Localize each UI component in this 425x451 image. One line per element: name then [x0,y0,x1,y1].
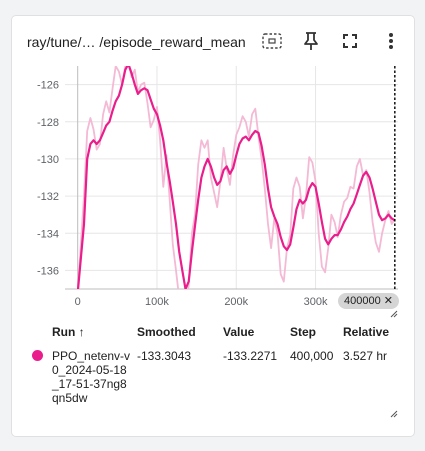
row-step: 400,000 [290,349,334,363]
dashed-select-icon [262,33,282,49]
x-tick-label: 100k [145,296,169,308]
run-color-dot [32,350,43,361]
header-smoothed: Smoothed [137,325,196,339]
step-cursor-label: 400000 [344,295,381,307]
x-tick-label: 300k [304,296,328,308]
y-tick-label: -128 [37,117,59,129]
run-name: PPO_netenv-v0_2024-05-18_17-51-37ng8qn5d… [52,349,131,405]
line-chart[interactable]: -126 -128 -130 -132 -134 -136 0 100k 200k 300k [12,16,414,316]
x-tick-label: 0 [75,296,81,308]
chart-resize-handle[interactable] [390,310,398,318]
fullscreen-button[interactable] [337,28,363,54]
step-cursor-chip: 400000 ✕ [338,293,399,309]
close-icon[interactable]: ✕ [383,295,393,307]
row-smoothed: -133.3043 [137,349,192,363]
x-tick-label: 200k [224,296,248,308]
fullscreen-icon [343,34,357,48]
scalar-card: ray/tune/… /episode_reward_mean -126 -128… [12,16,414,436]
y-tick-label: -134 [37,228,59,240]
header-run[interactable]: Run ↑ [52,325,85,339]
row-value: -133.2271 [223,349,278,363]
card-title: ray/tune/… /episode_reward_mean [27,34,246,50]
table-resize-handle[interactable] [390,410,398,418]
header-step: Step [290,325,317,339]
y-tick-label: -132 [37,191,59,203]
more-vert-icon [389,33,393,49]
raw-series-line [77,66,396,289]
y-tick-label: -136 [37,265,59,277]
y-tick-label: -130 [37,154,59,166]
pin-icon [304,32,318,50]
smoothed-series-line [76,66,396,289]
header-value: Value [223,325,255,339]
header-relative: Relative [343,325,390,339]
pin-button[interactable] [298,28,324,54]
row-relative: 3.527 hr [343,349,388,363]
y-tick-label: -126 [37,80,59,92]
select-region-button[interactable] [259,28,285,54]
more-options-button[interactable] [378,28,404,54]
